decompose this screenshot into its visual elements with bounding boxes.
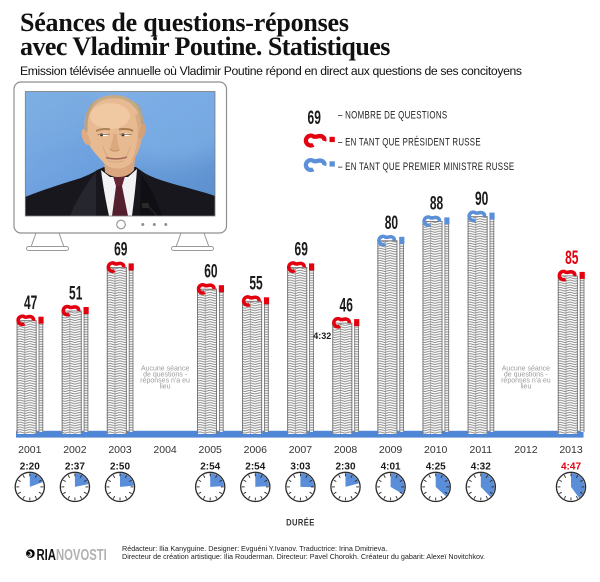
svg-text:4:32: 4:32 <box>313 331 331 341</box>
svg-text:90: 90 <box>475 189 488 209</box>
svg-text:60: 60 <box>204 262 217 282</box>
svg-text:Emission télévisée annuelle où: Emission télévisée annuelle où Vladimir … <box>20 64 522 78</box>
svg-text:2006: 2006 <box>244 444 268 456</box>
svg-text:2001: 2001 <box>18 444 42 456</box>
svg-text:– NOMBRE DE QUESTIONS: – NOMBRE DE QUESTIONS <box>338 109 447 122</box>
svg-text:2003: 2003 <box>108 444 132 456</box>
svg-text:2008: 2008 <box>334 444 358 456</box>
svg-text:2010: 2010 <box>424 444 448 456</box>
svg-text:69: 69 <box>308 108 321 128</box>
svg-text:2:54: 2:54 <box>200 462 220 473</box>
svg-text:DURÉE: DURÉE <box>286 517 315 528</box>
svg-text:2011: 2011 <box>470 444 493 456</box>
svg-text:2012: 2012 <box>514 444 538 456</box>
svg-text:2:30: 2:30 <box>335 462 355 473</box>
svg-text:2013: 2013 <box>559 444 583 456</box>
svg-text:47: 47 <box>24 293 37 313</box>
svg-text:Séances de questions-réponses: Séances de questions-réponses <box>20 8 349 37</box>
svg-text:4:25: 4:25 <box>426 462 446 473</box>
svg-text:2004: 2004 <box>153 444 177 456</box>
svg-text:88: 88 <box>430 194 443 214</box>
svg-text:69: 69 <box>295 240 308 260</box>
svg-text:4:01: 4:01 <box>381 462 401 473</box>
svg-text:3:03: 3:03 <box>290 462 310 473</box>
svg-text:80: 80 <box>385 214 398 234</box>
svg-text:46: 46 <box>340 296 353 316</box>
svg-text:2:54: 2:54 <box>245 462 265 473</box>
svg-text:– EN TANT QUE PREMIER MINISTRE: – EN TANT QUE PREMIER MINISTRE RUSSE <box>338 161 514 174</box>
svg-text:4:47: 4:47 <box>561 462 581 473</box>
svg-text:2009: 2009 <box>379 444 403 456</box>
svg-text:Directeur de création artistiq: Directeur de création artistique: Ilia R… <box>122 552 485 561</box>
svg-text:2:20: 2:20 <box>20 462 40 473</box>
svg-text:Rédacteur: Ilia Kanyguine. Des: Rédacteur: Ilia Kanyguine. Designer: Evg… <box>122 544 387 553</box>
svg-text:2:37: 2:37 <box>65 462 85 473</box>
svg-text:85: 85 <box>565 249 578 269</box>
svg-text:avec Vladimir Poutine. Statist: avec Vladimir Poutine. Statistiques <box>20 32 390 61</box>
svg-text:51: 51 <box>69 284 82 304</box>
svg-text:RIANOVOSTI: RIANOVOSTI <box>37 546 107 563</box>
svg-text:69: 69 <box>114 240 127 260</box>
svg-text:2:50: 2:50 <box>110 462 130 473</box>
svg-text:2002: 2002 <box>63 444 87 456</box>
svg-text:4:32: 4:32 <box>471 462 491 473</box>
svg-text:55: 55 <box>249 274 262 294</box>
svg-text:2005: 2005 <box>199 444 223 456</box>
svg-text:– EN TANT QUE PRÉSIDENT RUSSE: – EN TANT QUE PRÉSIDENT RUSSE <box>338 136 481 149</box>
svg-text:2007: 2007 <box>289 444 313 456</box>
